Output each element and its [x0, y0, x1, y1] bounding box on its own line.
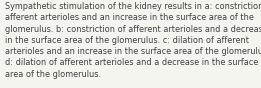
Text: Sympathetic stimulation of the kidney results in a: constriction of
afferent art: Sympathetic stimulation of the kidney re…	[5, 2, 261, 79]
